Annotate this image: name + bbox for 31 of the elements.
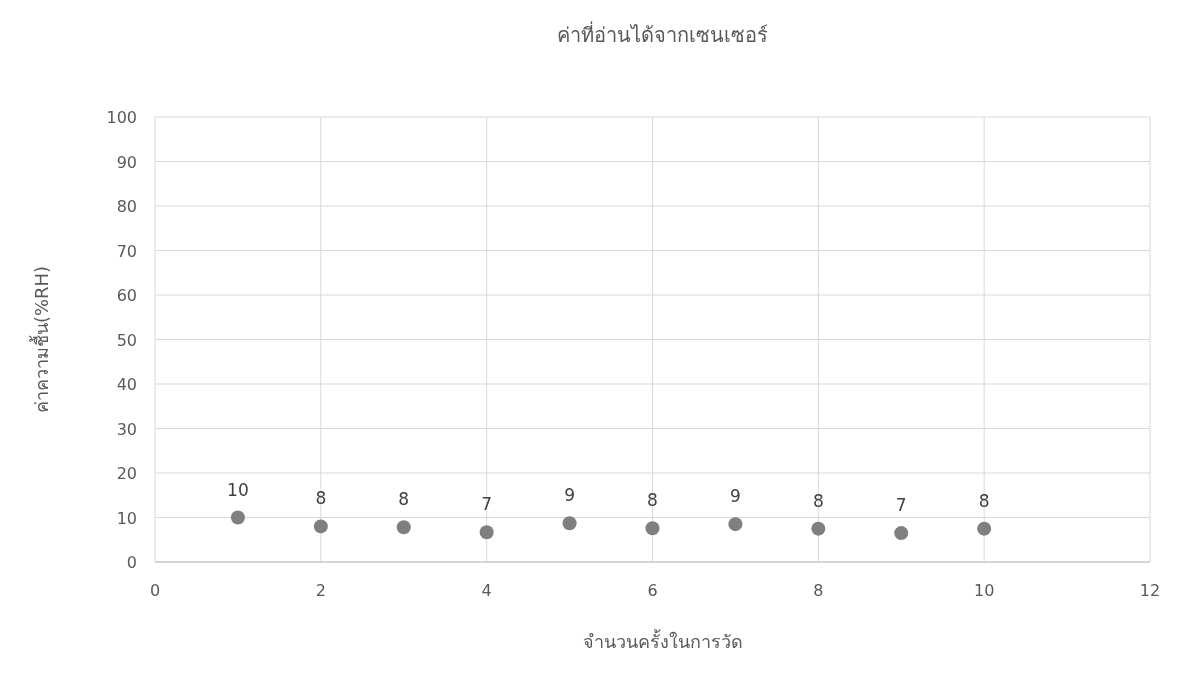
data-label: 7 (895, 495, 907, 516)
data-label: 10 (227, 479, 249, 500)
x-tick-label: 12 (1139, 581, 1161, 600)
x-tick-label: 10 (973, 581, 995, 600)
y-tick-label: 30 (116, 419, 137, 439)
x-tick-label: 0 (149, 581, 161, 600)
data-label: 9 (564, 485, 575, 506)
data-label: 8 (647, 490, 658, 511)
y-tick-label: 50 (116, 330, 137, 350)
y-tick-label: 80 (116, 197, 137, 216)
y-tick-label: 10 (116, 508, 137, 528)
x-tick-label: 2 (315, 581, 326, 600)
data-label: 8 (315, 488, 327, 509)
y-tick-label: 60 (116, 286, 137, 305)
data-label: 9 (730, 486, 741, 507)
y-tick-label: 100 (106, 108, 137, 127)
data-label: 8 (398, 489, 410, 510)
y-tick-label: 40 (116, 375, 137, 394)
y-tick-label: 70 (116, 241, 137, 261)
y-tick-label: 90 (116, 152, 137, 172)
x-tick-label: 6 (647, 581, 658, 600)
x-tick-label: 8 (813, 581, 824, 600)
y-axis-title: ค่าความชื้น(%RH) (29, 265, 52, 414)
chart-title: ค่าที่อ่านได้จากเซนเซอร์ (557, 21, 768, 47)
data-label: 8 (978, 490, 990, 511)
data-label: 8 (812, 490, 824, 511)
x-tick-label: 4 (481, 581, 492, 600)
y-tick-label: 20 (116, 464, 137, 483)
data-label: 7 (481, 494, 493, 515)
x-axis-title: จำนวนครั้งในการวัด (582, 629, 743, 652)
y-tick-label: 0 (126, 553, 137, 572)
